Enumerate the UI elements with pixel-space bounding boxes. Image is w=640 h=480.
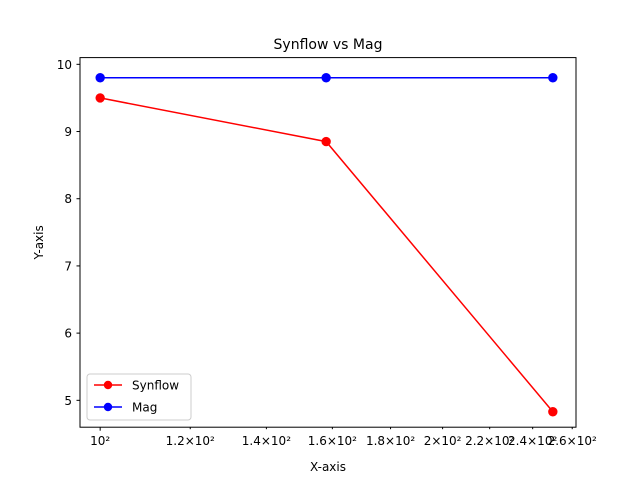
x-tick-label: 1.4×10² [242,434,291,448]
legend-marker-synflow [103,380,113,390]
legend-entries: Synflow Mag [94,379,179,415]
y-axis-label: Y-axis [32,225,46,260]
legend: Synflow Mag [86,373,192,421]
data-point-synflow [95,93,105,103]
x-tick-label: 1.8×10² [366,434,415,448]
x-tick-label: 2×10² [424,434,462,448]
y-tick-label: 6 [64,327,72,341]
x-axis-label: X-axis [310,460,346,474]
x-axis-ticks: 10² 1.2×10² 1.4×10² 1.6×10² 1.8×10² 2×10² 2.2×… [90,427,597,448]
x-tick-label: 1.6×10² [308,434,357,448]
data-point-mag [321,73,331,83]
data-point-synflow [321,136,331,147]
x-tick-label: 10² [90,434,110,448]
legend-label-synflow: Synflow [132,379,179,393]
series-layer [95,73,558,417]
x-tick-label: 1.2×10² [166,434,215,448]
data-point-synflow [548,407,558,417]
legend-label-mag: Mag [132,401,157,415]
x-tick-label: 2.4×10² [508,434,557,448]
data-point-mag [548,73,558,83]
x-tick-label: 2.2×10² [465,434,514,448]
y-tick-label: 5 [64,394,72,408]
y-axis-ticks: 5 6 7 8 9 10 [57,58,80,408]
y-tick-label: 9 [64,125,72,139]
plot-area [79,57,577,428]
chart-title: Synflow vs Mag [274,37,383,53]
y-tick-label: 8 [64,192,72,206]
y-tick-label: 10 [57,58,72,72]
data-point-mag [95,73,105,83]
x-tick-label: 2.6×10² [548,434,597,448]
legend-marker-mag [103,402,113,412]
y-tick-label: 7 [64,259,72,273]
